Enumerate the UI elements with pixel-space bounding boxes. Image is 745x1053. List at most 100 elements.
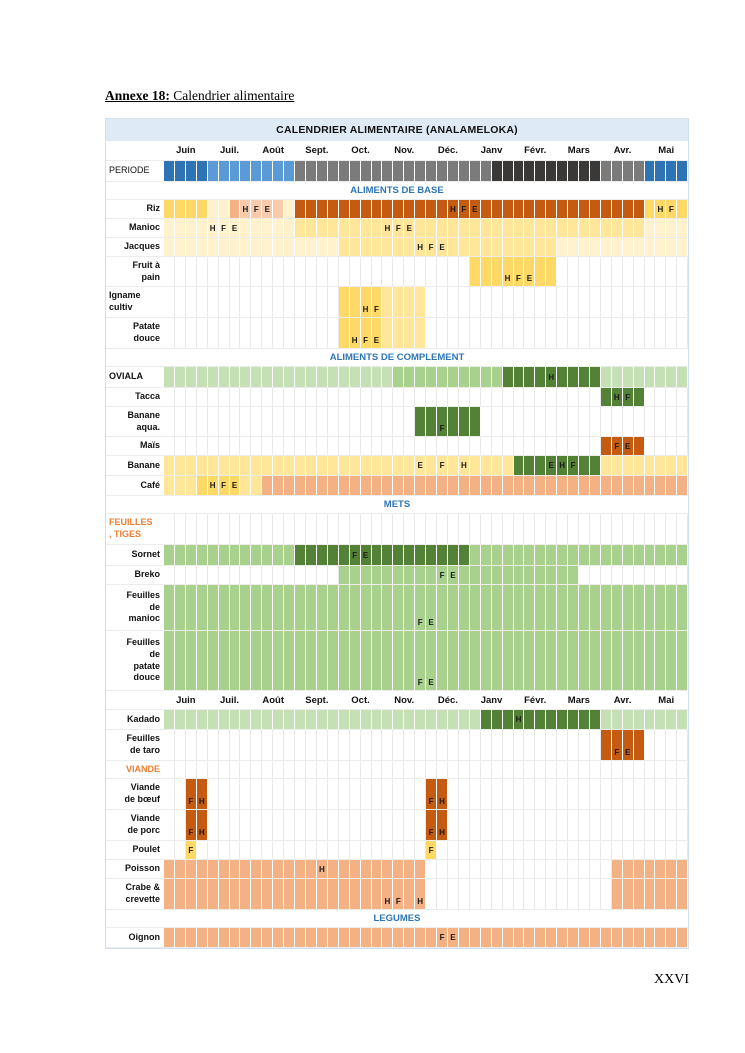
calendar-cell [677,928,689,947]
calendar-cell [218,710,230,729]
calendar-cell [448,879,459,909]
calendar-cell [469,476,481,495]
calendar-cell [230,810,241,840]
calendar-cell [339,514,350,544]
row-label: Breko [134,569,160,580]
calendar-cell [350,257,361,286]
calendar-cell [557,585,569,630]
calendar-cell [230,257,241,286]
calendar-cell [284,257,296,286]
calendar-cell [634,779,645,809]
calendar-cell [633,710,645,729]
calendar-cell [175,841,186,859]
calendar-cell [196,476,208,495]
calendar-cell [622,476,634,495]
calendar-cell [622,238,634,256]
calendar-cell [655,566,667,584]
calendar-cell [230,287,241,317]
calendar-cell [600,585,612,630]
calendar-cell [415,257,427,286]
calendar-cell [492,407,503,436]
calendar-cell [185,585,197,630]
calendar-cell [633,238,645,256]
calendar-cell [164,257,175,286]
calendar-cell [645,730,656,760]
calendar-cell [273,761,285,778]
calendar-cell [426,476,438,495]
calendar-cell [164,437,175,455]
row-label: Fruit à pain [132,259,160,282]
calendar-cell [426,928,438,947]
calendar-cell [524,219,536,237]
calendar-cell [447,631,459,690]
calendar-cell [415,200,427,218]
calendar-cell [568,841,580,859]
calendar-cell [251,810,263,840]
calendar-cell [295,710,306,729]
calendar-cell: H [437,779,448,809]
month-label: Nov. [394,145,415,156]
calendar-cell [677,710,689,729]
calendar-cell [295,779,306,809]
calendar-cell [262,710,274,729]
calendar-cell [655,287,667,317]
calendar-cell [655,514,667,544]
calendar-cell [404,928,416,947]
calendar-cell [535,514,547,544]
calendar-cell [219,318,230,348]
calendar-cell [284,585,296,630]
calendar-cell [360,238,372,256]
calendar-cell [480,545,492,565]
calendar-cell [524,456,536,475]
calendar-cell [546,200,558,218]
calendar-cell [492,318,503,348]
calendar-cell [677,318,689,348]
calendar-cell [513,545,525,565]
calendar-cell [524,161,536,181]
calendar-cell [175,566,186,584]
calendar-cell [349,928,361,947]
calendar-cell [448,437,459,455]
calendar-cell [382,257,394,286]
calendar-cell [458,161,470,181]
calendar-cell: F [426,238,438,256]
page-number: XXVI [654,972,689,987]
calendar-cell [426,545,438,565]
calendar-cell [185,456,197,475]
calendar-cell [240,437,252,455]
calendar-cell [666,860,678,878]
calendar-cell [262,287,274,317]
calendar-cell [327,860,339,878]
calendar-cell [437,200,448,218]
calendar-cell [589,200,601,218]
calendar-cell [197,841,208,859]
calendar-cell [164,566,175,584]
calendar-cell [491,219,503,237]
food-row: Banane E F H E H F [106,456,689,476]
calendar-cell [469,566,481,584]
calendar-cell [634,841,645,859]
calendar-cell [546,879,558,909]
calendar-cell [502,161,514,181]
calendar-cell [426,761,438,778]
calendar-cell [535,928,547,947]
calendar-cell [208,810,219,840]
calendar-cell [218,367,230,387]
calendar-cell [371,631,383,690]
calendar-cell [611,367,623,387]
calendar-cell [568,860,580,878]
calendar-cell [339,810,350,840]
calendar-cell [251,545,263,565]
calendar-cell [393,710,405,729]
calendar-cell [393,860,405,878]
calendar-cell [360,476,372,495]
calendar-cell [524,879,536,909]
calendar-cell [327,476,339,495]
calendar-cell [601,841,612,859]
calendar-cell [666,318,678,348]
calendar-cell [338,238,350,256]
calendar-cell [535,779,547,809]
calendar-cell [459,879,470,909]
